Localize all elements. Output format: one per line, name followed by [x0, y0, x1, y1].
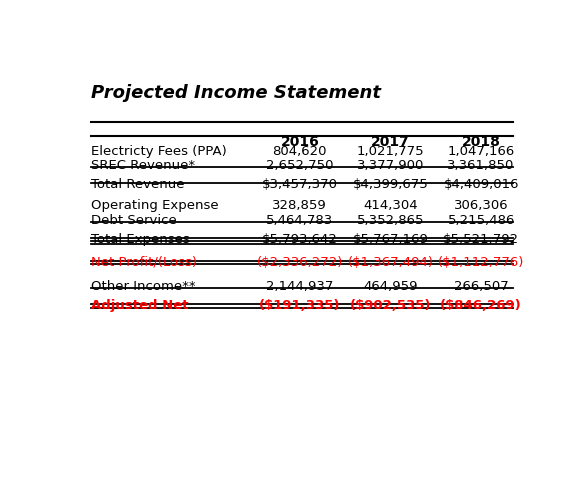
Text: 2016: 2016: [280, 135, 319, 149]
Text: $4,409,016: $4,409,016: [443, 178, 519, 191]
Text: 2018: 2018: [462, 135, 501, 149]
Text: Adjusted Net: Adjusted Net: [91, 299, 189, 312]
Text: Electricty Fees (PPA): Electricty Fees (PPA): [91, 145, 227, 157]
Text: 3,361,850: 3,361,850: [448, 159, 515, 172]
Text: ($902,535): ($902,535): [350, 299, 431, 312]
Text: ($2,336,272): ($2,336,272): [257, 255, 343, 268]
Text: $5,793,642: $5,793,642: [262, 232, 338, 245]
Text: 804,620: 804,620: [273, 145, 327, 157]
Text: 306,306: 306,306: [454, 199, 508, 212]
Text: 2,652,750: 2,652,750: [266, 159, 333, 172]
Text: $3,457,370: $3,457,370: [262, 178, 338, 191]
Text: 5,215,486: 5,215,486: [448, 213, 515, 226]
Text: Net Profit/(Loss): Net Profit/(Loss): [91, 255, 197, 268]
Text: 414,304: 414,304: [363, 199, 418, 212]
Text: $5,767,169: $5,767,169: [353, 232, 428, 245]
Text: Total Expenses: Total Expenses: [91, 232, 190, 245]
Text: ($191,335): ($191,335): [259, 299, 340, 312]
Text: Other Income**: Other Income**: [91, 279, 196, 292]
Text: Operating Expense: Operating Expense: [91, 199, 219, 212]
Text: Debt Service: Debt Service: [91, 213, 177, 226]
Text: 464,959: 464,959: [363, 279, 418, 292]
Text: ($846,269): ($846,269): [441, 299, 522, 312]
Text: 5,352,865: 5,352,865: [357, 213, 424, 226]
Text: $5,521,792: $5,521,792: [443, 232, 519, 245]
Text: ($1,367,494): ($1,367,494): [347, 255, 433, 268]
Text: Projected Income Statement: Projected Income Statement: [91, 84, 381, 102]
Text: SREC Revenue*: SREC Revenue*: [91, 159, 195, 172]
Text: 2017: 2017: [371, 135, 410, 149]
Text: 2,144,937: 2,144,937: [266, 279, 333, 292]
Text: 266,507: 266,507: [454, 279, 508, 292]
Text: 5,464,783: 5,464,783: [266, 213, 333, 226]
Text: ($1,112,776): ($1,112,776): [438, 255, 524, 268]
Text: Total Revenue: Total Revenue: [91, 178, 185, 191]
Text: $4,399,675: $4,399,675: [353, 178, 428, 191]
Text: 1,047,166: 1,047,166: [448, 145, 515, 157]
Text: 3,377,900: 3,377,900: [357, 159, 424, 172]
Text: 328,859: 328,859: [273, 199, 327, 212]
Text: 1,021,775: 1,021,775: [357, 145, 424, 157]
